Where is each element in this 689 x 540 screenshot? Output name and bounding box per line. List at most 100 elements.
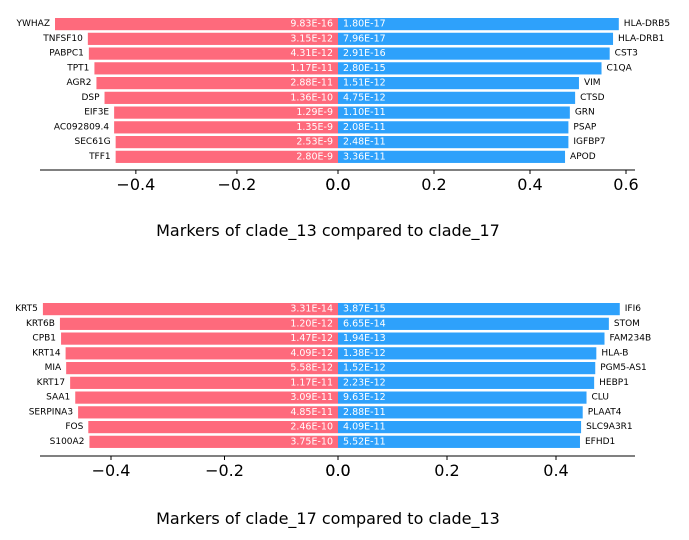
chart2-left-pvalue-label: 1.47E-12 bbox=[290, 333, 333, 344]
chart2-left-tick-label: −0.2 bbox=[205, 461, 244, 480]
chart1-left-gene-label: EIF3E bbox=[84, 108, 109, 118]
chart1-right-bar bbox=[338, 136, 569, 149]
chart1-title: Markers of clade_13 compared to clade_17 bbox=[156, 221, 500, 241]
chart2-right-gene-label: SLC9A3R1 bbox=[586, 422, 633, 432]
chart2-left-pvalue-label: 5.58E-12 bbox=[290, 363, 333, 374]
chart1-right-gene-label: HLA-DRB5 bbox=[624, 19, 670, 29]
chart1-left-gene-label: TFF1 bbox=[88, 152, 111, 162]
chart2-right-bar bbox=[338, 391, 587, 404]
chart2-right-bar bbox=[338, 362, 596, 375]
chart1-left-gene-label: DSP bbox=[81, 93, 100, 103]
chart1-left-bar bbox=[94, 62, 339, 75]
chart1-left-bar bbox=[55, 18, 338, 31]
chart1-left-bar bbox=[104, 91, 339, 104]
chart1-right-pvalue-label: 3.36E-11 bbox=[343, 151, 386, 162]
chart1-right-bar bbox=[338, 77, 579, 90]
chart2-left-bar bbox=[61, 332, 339, 345]
chart1-right-bar bbox=[338, 121, 569, 134]
chart2-left-gene-label: MIA bbox=[45, 363, 62, 373]
chart2-left-gene-label: FOS bbox=[65, 422, 83, 432]
chart2-right-tick-label: 0.4 bbox=[543, 461, 568, 480]
chart2-left-pvalue-label: 3.31E-14 bbox=[290, 304, 333, 315]
chart1-right-pvalue-label: 2.48E-11 bbox=[343, 137, 386, 148]
chart2-left-pvalue-label: 1.17E-11 bbox=[290, 377, 333, 388]
chart2-left-bar bbox=[65, 347, 338, 360]
chart2-right-bar bbox=[338, 421, 582, 434]
chart1-right-bar bbox=[338, 18, 619, 31]
chart2-left-pvalue-label: 4.85E-11 bbox=[290, 407, 333, 418]
chart2-right-pvalue-label: 1.52E-12 bbox=[343, 363, 386, 374]
chart2-left-gene-label: KRT5 bbox=[15, 304, 38, 314]
chart1-right-gene-label: CST3 bbox=[615, 49, 638, 59]
chart2-right-gene-label: HEBP1 bbox=[599, 378, 629, 388]
chart1-right-bar bbox=[338, 62, 602, 75]
chart1-left-tick-label: 0.0 bbox=[325, 175, 350, 194]
chart1-right-tick-label: 0.0 bbox=[325, 175, 350, 194]
chart2-right-gene-label: PGM5-AS1 bbox=[600, 363, 647, 373]
chart2-right-pvalue-label: 1.38E-12 bbox=[343, 348, 386, 359]
chart2-right-gene-label: CLU bbox=[592, 393, 609, 403]
chart2-left-pvalue-label: 3.09E-11 bbox=[290, 392, 333, 403]
chart2-left-gene-label: KRT17 bbox=[37, 378, 65, 388]
chart2-right-tick-label: 0.2 bbox=[434, 461, 459, 480]
chart1-left-pvalue-label: 2.53E-9 bbox=[296, 137, 333, 148]
chart1-right-pvalue-label: 1.80E-17 bbox=[343, 19, 386, 30]
chart1-left-bar bbox=[114, 106, 338, 119]
chart2-right-tick-label: 0.0 bbox=[325, 461, 350, 480]
chart1-right-tick-label: 0.4 bbox=[517, 175, 542, 194]
chart1-left-gene-label: TPT1 bbox=[66, 63, 89, 73]
chart2-left-pvalue-label: 4.09E-12 bbox=[290, 348, 333, 359]
chart1-left-pvalue-label: 1.29E-9 bbox=[296, 107, 333, 118]
chart1-left-pvalue-label: 3.15E-12 bbox=[290, 33, 333, 44]
chart2-left-pvalue-label: 1.20E-12 bbox=[290, 318, 333, 329]
chart2-right-bar bbox=[338, 303, 620, 316]
chart2-right-gene-label: STOM bbox=[614, 319, 640, 329]
chart2-right-gene-label: EFHD1 bbox=[585, 437, 615, 447]
chart1-right-pvalue-label: 1.10E-11 bbox=[343, 107, 386, 118]
chart1-left-pvalue-label: 1.17E-11 bbox=[290, 63, 333, 74]
chart1-right-pvalue-label: 2.80E-15 bbox=[343, 63, 386, 74]
chart2-right-bar bbox=[338, 317, 609, 330]
chart1-left-tick-label: −0.2 bbox=[217, 175, 256, 194]
chart2-right-pvalue-label: 2.88E-11 bbox=[343, 407, 386, 418]
chart2-right-pvalue-label: 4.09E-11 bbox=[343, 422, 386, 433]
chart2-left-bar bbox=[59, 317, 339, 330]
chart1-left-bar bbox=[96, 77, 338, 90]
chart1-right-gene-label: PSAP bbox=[573, 122, 596, 132]
chart1-left-bar bbox=[115, 150, 339, 163]
chart1-left-gene-label: AC092809.4 bbox=[54, 122, 110, 132]
chart2-right-pvalue-label: 3.87E-15 bbox=[343, 304, 386, 315]
chart2-right-gene-label: FAM234B bbox=[610, 334, 652, 344]
chart2-left-bar bbox=[88, 421, 338, 434]
chart1-left-bar bbox=[87, 32, 339, 45]
chart1-left-bar bbox=[88, 47, 339, 60]
chart1-right-gene-label: VIM bbox=[584, 78, 601, 88]
chart1-left-pvalue-label: 2.80E-9 bbox=[296, 151, 333, 162]
chart2-left-bar bbox=[78, 406, 339, 419]
chart1-right-pvalue-label: 2.08E-11 bbox=[343, 122, 386, 133]
chart2-left-bar bbox=[70, 376, 338, 389]
chart2-left-bar bbox=[66, 362, 338, 375]
chart1-right-pvalue-label: 2.91E-16 bbox=[343, 48, 386, 59]
chart2-right-bar bbox=[338, 435, 580, 448]
chart2-left-gene-label: S100A2 bbox=[50, 437, 85, 447]
chart1-right-bar bbox=[338, 150, 566, 163]
chart1-left-tick-label: −0.4 bbox=[116, 175, 155, 194]
chart1-right-gene-label: CTSD bbox=[580, 93, 604, 103]
chart1-right-tick-label: 0.6 bbox=[613, 175, 638, 194]
chart2-title: Markers of clade_17 compared to clade_13 bbox=[156, 509, 500, 529]
chart1-right-gene-label: GRN bbox=[575, 108, 595, 118]
chart1-right-pvalue-label: 4.75E-12 bbox=[343, 92, 386, 103]
chart2-right-bar bbox=[338, 376, 595, 389]
chart1-left-bar bbox=[115, 136, 339, 149]
chart2-right-pvalue-label: 5.52E-11 bbox=[343, 436, 386, 447]
chart2-left-bar bbox=[89, 435, 338, 448]
chart1-left-gene-label: PABPC1 bbox=[49, 49, 84, 59]
chart1-left-pvalue-label: 1.35E-9 bbox=[296, 122, 333, 133]
chart2-left-tick-label: 0.0 bbox=[325, 461, 350, 480]
chart1-left-pvalue-label: 9.83E-16 bbox=[290, 19, 333, 30]
chart1-right-bar bbox=[338, 91, 576, 104]
chart2-right-bar bbox=[338, 347, 597, 360]
chart1-right-bar bbox=[338, 47, 610, 60]
chart1-left-bar bbox=[114, 121, 338, 134]
